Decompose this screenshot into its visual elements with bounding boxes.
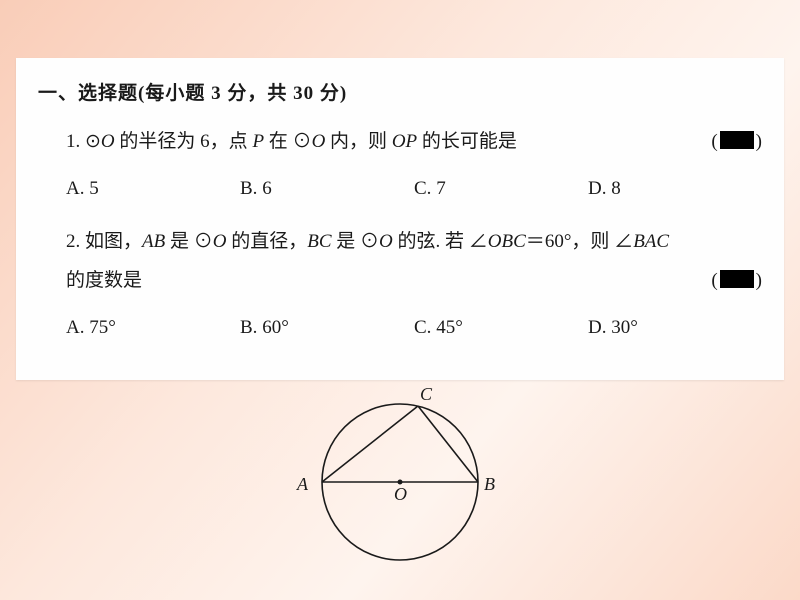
header-close: 分): [320, 83, 347, 104]
q2-td: 是 ⊙: [332, 231, 380, 252]
header-open: (每小题: [138, 83, 205, 104]
q2-B-val: 60°: [262, 317, 289, 338]
q1-te: 内，则: [325, 131, 392, 152]
q1-stem: 1. ⊙O 的半径为 6，点 P 在 ⊙O 内，则 OP 的长可能是 (): [66, 123, 762, 162]
q2-tg: ，则 ∠: [571, 231, 633, 252]
header-comma: ，共: [247, 83, 287, 104]
q2-tf: ＝: [526, 231, 545, 252]
question-1: 1. ⊙O 的半径为 6，点 P 在 ⊙O 内，则 OP 的长可能是 (): [66, 123, 762, 162]
q2-opt-B[interactable]: B. 60°: [240, 309, 414, 348]
q2-tb: 是 ⊙: [165, 231, 213, 252]
q2-diagram: A B C O: [0, 382, 800, 562]
q2-A-label: A.: [66, 317, 89, 338]
q2-C-val: 45°: [436, 317, 463, 338]
q2-AB: AB: [142, 231, 165, 252]
q1-tf: 的长可能是: [417, 131, 517, 152]
section-header: 一、选择题(每小题 3 分，共 30 分): [38, 78, 762, 105]
q1-B-label: B.: [240, 178, 262, 199]
q1-D-val: 8: [611, 178, 621, 199]
q1-OP: OP: [392, 131, 417, 152]
q1-tb: 的半径为: [115, 131, 201, 152]
q2-A-val: 75°: [89, 317, 116, 338]
q1-opt-D[interactable]: D. 8: [588, 170, 762, 209]
q2-ta: 如图，: [85, 231, 142, 252]
q1-answer-paren: (): [711, 123, 762, 162]
q1-answer-box: [720, 131, 754, 149]
q1-tc: ，点: [210, 131, 253, 152]
q2-stem-line1: 2. 如图，AB 是 ⊙O 的直径，BC 是 ⊙O 的弦. 若 ∠OBC＝60°…: [66, 223, 762, 262]
q2-options: A. 75° B. 60° C. 45° D. 30°: [66, 309, 762, 348]
q1-D-label: D.: [588, 178, 611, 199]
q1-radius: 6: [200, 131, 210, 152]
question-panel: 一、选择题(每小题 3 分，共 30 分) 1. ⊙O 的半径为 6，点 P 在…: [16, 58, 784, 380]
q2-OBC: OBC: [488, 231, 526, 252]
q2-opt-C[interactable]: C. 45°: [414, 309, 588, 348]
q2-C-label: C.: [414, 317, 436, 338]
q1-O1: O: [101, 131, 115, 152]
q2-answer-box: [720, 270, 754, 288]
q1-num: 1.: [66, 131, 85, 152]
svg-text:O: O: [394, 484, 407, 504]
q2-opt-D[interactable]: D. 30°: [588, 309, 762, 348]
q2-BC: BC: [307, 231, 331, 252]
q1-td: 在 ⊙: [264, 131, 312, 152]
q1-B-val: 6: [262, 178, 272, 199]
header-total: 30: [293, 83, 314, 104]
svg-text:A: A: [296, 474, 309, 494]
q1-C-label: C.: [414, 178, 436, 199]
svg-text:B: B: [484, 474, 495, 494]
q1-A-label: A.: [66, 178, 89, 199]
q1-P: P: [252, 131, 264, 152]
q1-ta: ⊙: [85, 131, 101, 152]
q2-B-label: B.: [240, 317, 262, 338]
header-each: 3: [211, 83, 222, 104]
q2-O2: O: [379, 231, 393, 252]
q2-line2: 的度数是: [66, 270, 142, 291]
q1-opt-A[interactable]: A. 5: [66, 170, 240, 209]
q2-angle1: 60°: [545, 231, 572, 252]
question-2: 2. 如图，AB 是 ⊙O 的直径，BC 是 ⊙O 的弦. 若 ∠OBC＝60°…: [66, 223, 762, 301]
q2-stem-line2: 的度数是 (): [66, 262, 762, 301]
q2-tc: 的直径，: [226, 231, 307, 252]
q2-opt-A[interactable]: A. 75°: [66, 309, 240, 348]
q1-options: A. 5 B. 6 C. 7 D. 8: [66, 170, 762, 209]
q1-opt-B[interactable]: B. 6: [240, 170, 414, 209]
q2-D-label: D.: [588, 317, 611, 338]
q2-te: 的弦. 若 ∠: [393, 231, 488, 252]
q2-BAC: BAC: [633, 231, 669, 252]
header-prefix: 一、选择题: [38, 83, 138, 104]
q1-O2: O: [312, 131, 326, 152]
q2-answer-paren: (): [711, 262, 762, 301]
q2-O1: O: [213, 231, 227, 252]
q1-opt-C[interactable]: C. 7: [414, 170, 588, 209]
q2-D-val: 30°: [611, 317, 638, 338]
q1-A-val: 5: [89, 178, 99, 199]
svg-text:C: C: [420, 384, 433, 404]
q1-C-val: 7: [436, 178, 446, 199]
header-unit-1: 分: [227, 83, 247, 104]
circle-diagram-svg: A B C O: [290, 382, 510, 562]
q2-num: 2.: [66, 231, 85, 252]
